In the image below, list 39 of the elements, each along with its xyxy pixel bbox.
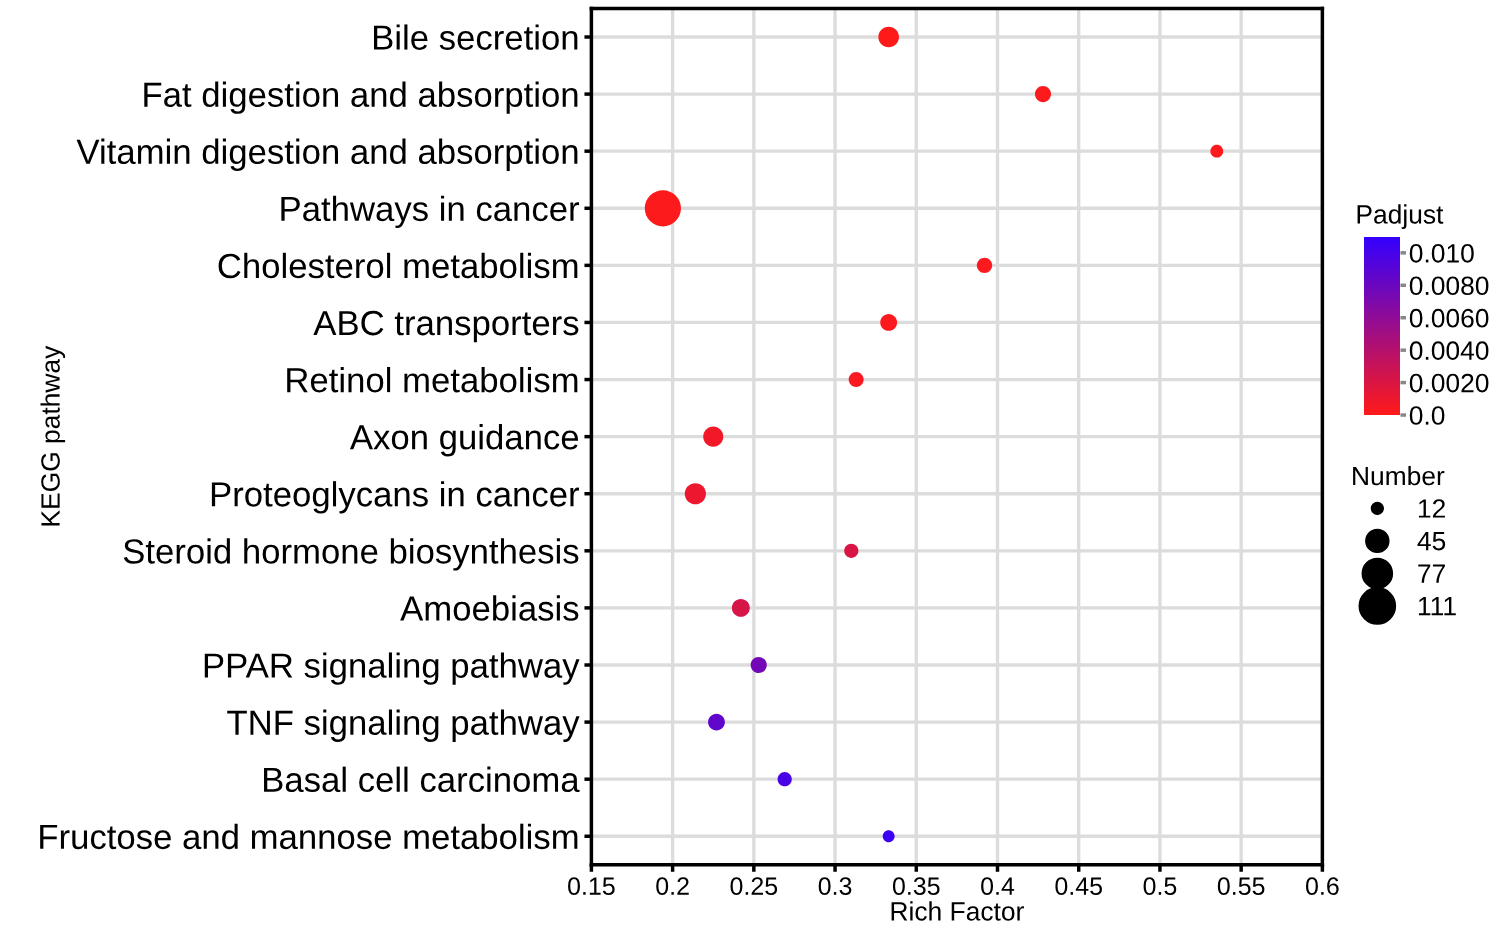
legend-label: 111 — [1418, 597, 1456, 616]
y-tick-label: Vitamin digestion and absorption — [76, 138, 578, 171]
x-tick-label: 0.25 — [730, 877, 778, 895]
legend-label: 12 — [1418, 499, 1445, 518]
x-axis-title: Rich Factor — [891, 901, 1024, 921]
color-bar-label: 0.010 — [1409, 243, 1474, 263]
y-tick-label: Fructose and mannose metabolism — [40, 823, 578, 850]
x-tick-label: 0.35 — [892, 877, 940, 895]
x-tick-label: 0.45 — [1055, 877, 1102, 895]
x-tick-label: 0.4 — [981, 877, 1015, 895]
x-tick-label: 0.3 — [818, 877, 852, 895]
color-bar-label: 0.0 — [1409, 406, 1445, 425]
color-bar-label: 0.0020 — [1409, 373, 1489, 393]
y-tick-label: Proteoglycans in cancer — [211, 481, 580, 514]
legend-title: Number — [1353, 465, 1445, 486]
y-axis-title: KEGG pathway — [40, 345, 66, 526]
y-tick-label: Basal cell carcinoma — [264, 766, 580, 793]
y-tick-label: Bile secretion — [374, 24, 578, 50]
color-bar-label: 0.0040 — [1409, 341, 1489, 360]
x-tick-label: 0.5 — [1143, 877, 1177, 895]
y-tick-label: Steroid hormone biosynthesis — [123, 538, 579, 571]
y-tick-label: Pathways in cancer — [281, 195, 580, 229]
y-tick-label: Amoebiasis — [400, 595, 579, 621]
color-bar-label: 0.0080 — [1409, 276, 1489, 296]
legend-label: 45 — [1417, 531, 1446, 551]
color-bar-title: Padjust — [1357, 204, 1444, 229]
y-tick-label: TNF signaling pathway — [227, 709, 580, 742]
y-tick-label: Axon guidance — [349, 424, 579, 457]
x-tick-label: 0.55 — [1217, 877, 1265, 895]
x-tick-label: 0.6 — [1305, 877, 1339, 895]
y-tick-label: Fat digestion and absorption — [144, 81, 578, 114]
x-tick-label: 0.15 — [568, 877, 615, 895]
y-tick-label: Cholesterol metabolism — [218, 252, 578, 279]
color-bar-label: 0.0060 — [1409, 308, 1489, 328]
y-tick-label: Retinol metabolism — [287, 366, 578, 393]
y-tick-label: PPAR signaling pathway — [204, 652, 580, 685]
y-tick-label: ABC transporters — [313, 310, 579, 343]
x-tick-label: 0.2 — [656, 877, 689, 895]
legend-label: 77 — [1418, 564, 1445, 583]
